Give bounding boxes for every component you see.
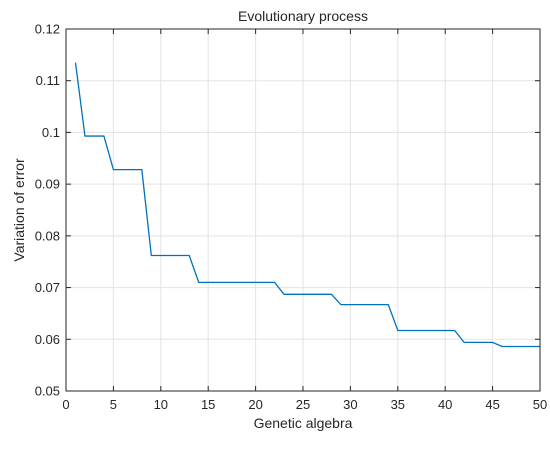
grid (65, 28, 541, 392)
x-tick-label: 0 (62, 397, 69, 412)
x-tick-label: 25 (296, 397, 310, 412)
axis-ticks (65, 28, 541, 392)
x-tick-label: 30 (343, 397, 357, 412)
y-tick-labels: 0.05 0.06 0.07 0.08 0.09 0.1 0.11 0.12 (35, 22, 60, 399)
series-line (74, 62, 540, 348)
x-tick-label: 15 (201, 397, 215, 412)
y-tick-label: 0.09 (35, 177, 60, 192)
x-tick-label: 40 (438, 397, 452, 412)
y-tick-label: 0.11 (36, 73, 60, 88)
y-tick-label: 0.1 (42, 125, 60, 140)
chart-title: Evolutionary process (238, 8, 368, 24)
x-tick-label: 5 (110, 397, 117, 412)
y-tick-label: 0.07 (35, 280, 60, 295)
x-tick-label: 20 (248, 397, 262, 412)
y-tick-label: 0.06 (35, 332, 60, 347)
y-axis-label: Variation of error (11, 158, 27, 262)
x-tick-label: 50 (533, 397, 547, 412)
x-tick-labels: 0 5 10 15 20 25 30 35 40 45 50 (62, 397, 547, 412)
x-tick-label: 10 (154, 397, 168, 412)
y-tick-label: 0.12 (35, 22, 60, 37)
x-axis-label: Genetic algebra (254, 415, 353, 431)
y-tick-label: 0.05 (35, 384, 60, 399)
y-tick-label: 0.08 (35, 228, 60, 243)
series-group (74, 62, 540, 348)
x-tick-label: 35 (391, 397, 405, 412)
x-tick-label: 45 (485, 397, 499, 412)
